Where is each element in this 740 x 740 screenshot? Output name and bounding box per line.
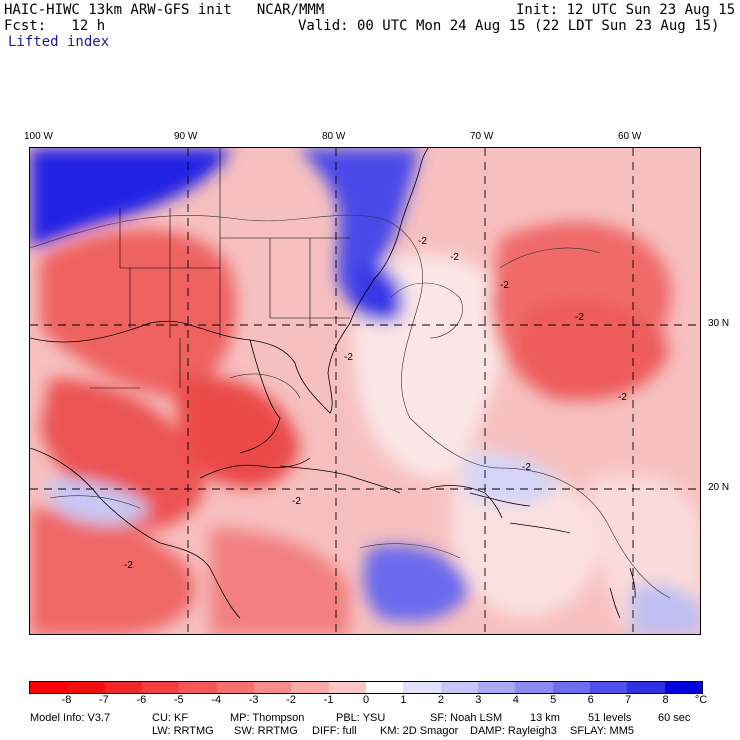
colorbar-tick-label: 1 <box>400 694 407 706</box>
colorbar-tick-label: -4 <box>211 694 222 706</box>
colorbar-tick-label: 6 <box>587 694 594 706</box>
lon-label-100w: 100 W <box>24 131 53 142</box>
footer-pbl: PBL: YSU <box>336 712 386 724</box>
colorbar-swatch <box>179 682 217 693</box>
colorbar-swatch <box>403 682 441 693</box>
footer-sw: SW: RRTMG <box>234 725 298 737</box>
contour-label: -2 <box>124 560 133 571</box>
contour-label: -2 <box>500 280 509 291</box>
colorbar-swatch <box>477 682 516 693</box>
colorbar-tick-label: 5 <box>550 694 557 706</box>
lon-label-80w: 80 W <box>322 131 346 142</box>
colorbar-swatch <box>291 682 329 693</box>
colorbar-tick-label: 7 <box>625 694 632 706</box>
lat-lon-grid <box>30 148 700 634</box>
colorbar-tick-label: -3 <box>248 694 259 706</box>
colorbar-swatch <box>552 682 590 693</box>
colorbar-tick-label: 2 <box>437 694 444 706</box>
coastlines <box>30 148 636 619</box>
footer-diff: DIFF: full <box>312 725 357 737</box>
lon-label-60w: 60 W <box>618 131 642 142</box>
map-canvas: -2 -2 -2 -2 -2 -2 -2 -2 -2 <box>30 148 700 634</box>
footer-sflay: SFLAY: MM5 <box>570 725 634 737</box>
contour-label: -2 <box>522 462 531 473</box>
colorbar-tick-label: -7 <box>98 694 109 706</box>
colorbar-tick-label: -6 <box>136 694 147 706</box>
contour-label: -2 <box>618 392 627 403</box>
colorbar-swatch <box>104 682 142 693</box>
colorbar-swatch <box>328 682 366 693</box>
footer-model-info: Model Info: V3.7 <box>30 712 111 724</box>
footer-resolution: 13 km <box>530 712 560 724</box>
forecast-hour: Fcst: 12 h <box>4 18 106 34</box>
valid-time: Valid: 00 UTC Mon 24 Aug 15 (22 LDT Sun … <box>298 18 720 34</box>
colorbar-tick-label: 0 <box>362 694 370 706</box>
init-time: Init: 12 UTC Sun 23 Aug 15 <box>516 2 736 18</box>
colorbar-swatch <box>141 682 180 693</box>
footer-timestep: 60 sec <box>658 712 691 724</box>
model-title: HAIC-HIWC 13km ARW-GFS init NCAR/MMM <box>4 2 325 18</box>
contour-label: -2 <box>575 312 584 323</box>
colorbar-tick-label: -2 <box>286 694 296 706</box>
contour-label: -2 <box>450 252 459 263</box>
field-name: Lifted index <box>8 34 110 50</box>
lat-label-20n: 20 N <box>708 482 730 493</box>
footer-mp: MP: Thompson <box>230 712 305 724</box>
colorbar-swatch <box>664 682 702 693</box>
footer-sf: SF: Noah LSM <box>430 712 503 724</box>
colorbar-swatch <box>589 682 628 693</box>
colorbar-swatch <box>253 682 292 693</box>
contour-label: -2 <box>344 352 353 363</box>
state-borders <box>90 148 350 389</box>
colorbar-tick-label: 4 <box>512 694 519 706</box>
colorbar-tick-label: -8 <box>61 694 72 706</box>
contour-label: -2 <box>292 496 301 507</box>
colorbar-tick-label: -1 <box>323 694 334 706</box>
colorbar-tick-label: -5 <box>173 694 184 706</box>
lat-label-30n: 30 N <box>708 318 730 329</box>
colorbar-swatch <box>30 682 68 693</box>
colorbar-swatch <box>216 682 254 693</box>
colorbar-unit: °C <box>694 694 708 706</box>
footer-cu: CU: KF <box>152 712 189 724</box>
colorbar-swatch <box>627 682 665 693</box>
lifted-index-map: -2 -2 -2 -2 -2 -2 -2 -2 -2 <box>29 147 701 635</box>
contour-label: -2 <box>418 236 427 247</box>
colorbar-swatch <box>365 682 404 693</box>
contour-lines <box>30 214 671 599</box>
colorbar-swatch <box>440 682 478 693</box>
footer-lw: LW: RRTMG <box>152 725 214 737</box>
colorbar-swatch <box>67 682 105 693</box>
lon-label-70w: 70 W <box>470 131 494 142</box>
field-shading <box>30 148 700 634</box>
colorbar <box>29 681 703 694</box>
colorbar-tick-label: 3 <box>475 694 482 706</box>
lon-label-90w: 90 W <box>174 131 198 142</box>
footer-km: KM: 2D Smagor <box>380 725 459 737</box>
colorbar-swatch <box>515 682 553 693</box>
footer-levels: 51 levels <box>588 712 632 724</box>
footer-damp: DAMP: Rayleigh3 <box>470 725 557 737</box>
colorbar-tick-label: 8 <box>662 694 669 706</box>
